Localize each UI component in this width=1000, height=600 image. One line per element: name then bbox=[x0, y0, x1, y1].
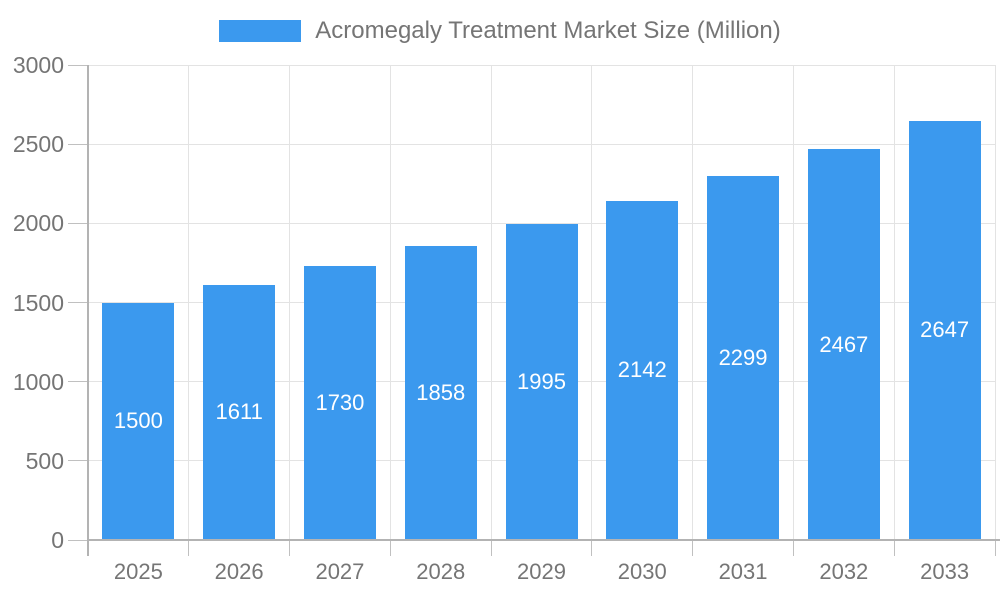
y-axis-label: 3000 bbox=[12, 52, 64, 78]
x-axis-tick bbox=[591, 540, 593, 556]
y-axis-tick bbox=[68, 64, 88, 66]
v-gridline bbox=[692, 65, 694, 540]
y-axis-label: 1500 bbox=[12, 289, 64, 316]
x-axis-tick bbox=[289, 540, 291, 556]
bar-2031[interactable] bbox=[707, 175, 780, 540]
bar-value-label: 2467 bbox=[819, 331, 869, 357]
y-axis-tick bbox=[68, 539, 88, 541]
v-gridline bbox=[490, 65, 492, 540]
x-axis-label: 2027 bbox=[315, 559, 365, 584]
x-axis-label: 2026 bbox=[214, 559, 264, 584]
bar-value-label: 1611 bbox=[215, 399, 263, 425]
x-axis-tick bbox=[893, 540, 895, 556]
x-axis-line bbox=[88, 539, 1000, 541]
h-gridline bbox=[88, 64, 995, 66]
bar-2028[interactable] bbox=[404, 245, 477, 540]
y-axis-tick bbox=[68, 381, 88, 383]
x-axis-tick bbox=[389, 540, 391, 556]
v-gridline bbox=[893, 65, 895, 540]
x-axis-label: 2033 bbox=[920, 559, 970, 584]
bar-value-label: 2299 bbox=[718, 344, 768, 370]
v-gridline bbox=[389, 65, 391, 540]
y-axis-label: 0 bbox=[51, 527, 64, 553]
bar-value-label: 1500 bbox=[113, 408, 163, 434]
bar-value-label: 1858 bbox=[416, 379, 466, 405]
bar-2027[interactable] bbox=[303, 266, 376, 540]
h-gridline bbox=[88, 143, 995, 145]
y-axis-tick bbox=[68, 143, 88, 145]
bar-value-label: 2647 bbox=[920, 317, 970, 343]
x-axis-tick bbox=[792, 540, 794, 556]
x-axis-label: 2030 bbox=[617, 559, 667, 584]
y-axis-label: 500 bbox=[25, 447, 64, 474]
bar-2032[interactable] bbox=[807, 149, 880, 540]
x-axis-label: 2031 bbox=[718, 559, 768, 584]
v-gridline bbox=[591, 65, 593, 540]
x-axis-tick bbox=[994, 540, 996, 556]
x-axis-label: 2032 bbox=[819, 559, 869, 584]
x-axis-tick bbox=[188, 540, 190, 556]
bar-2026[interactable] bbox=[203, 284, 276, 540]
bar-2033[interactable] bbox=[908, 120, 981, 540]
v-gridline bbox=[792, 65, 794, 540]
x-axis-tick bbox=[490, 540, 492, 556]
v-gridline bbox=[994, 65, 996, 540]
x-axis-label: 2025 bbox=[113, 559, 163, 584]
legend-label: Acromegaly Treatment Market Size (Millio… bbox=[315, 17, 781, 44]
x-axis-label: 2028 bbox=[416, 559, 466, 584]
y-axis-label: 1000 bbox=[12, 368, 64, 395]
y-axis-line bbox=[87, 65, 89, 556]
bar-2025[interactable] bbox=[102, 302, 175, 540]
bar-value-label: 1730 bbox=[315, 390, 365, 416]
bar-2029[interactable] bbox=[505, 224, 578, 540]
x-axis-tick bbox=[692, 540, 694, 556]
y-axis-tick bbox=[68, 460, 88, 462]
legend-swatch bbox=[219, 20, 302, 42]
y-axis-tick bbox=[68, 302, 88, 303]
x-axis-label: 2029 bbox=[517, 559, 566, 584]
bar-value-label: 1995 bbox=[517, 369, 566, 395]
y-axis-tick bbox=[68, 222, 88, 224]
bar-value-label: 2142 bbox=[617, 357, 667, 383]
y-axis-label: 2500 bbox=[12, 131, 64, 158]
y-axis-label: 2000 bbox=[12, 210, 64, 237]
v-gridline bbox=[188, 65, 190, 540]
chart-legend-item[interactable]: Acromegaly Treatment Market Size (Millio… bbox=[0, 17, 1000, 45]
h-gridline bbox=[88, 222, 995, 224]
bar-2030[interactable] bbox=[606, 200, 679, 540]
v-gridline bbox=[289, 65, 291, 540]
